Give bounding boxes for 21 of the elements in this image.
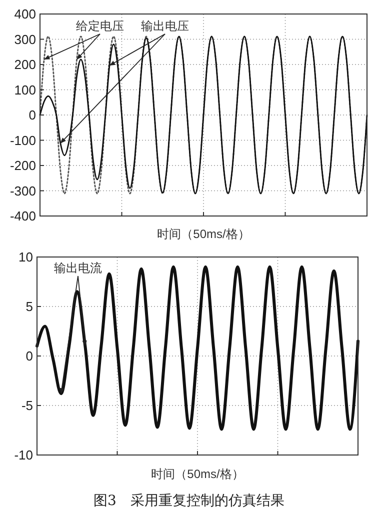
y-tick-label: -400	[10, 208, 36, 224]
y-tick-label: 5	[26, 299, 33, 314]
y-tick-label: 0	[26, 348, 33, 364]
y-tick-label: -100	[10, 132, 36, 148]
series-label: 输出电压	[141, 19, 189, 33]
y-tick-label: -5	[21, 398, 33, 414]
series-label: 输出电流	[54, 261, 102, 275]
y-tick-label: -300	[10, 183, 36, 198]
y-tick-label: -200	[10, 158, 36, 174]
caption: 图3 采用重复控制的仿真结果	[94, 493, 284, 509]
line-series	[39, 36, 368, 194]
x-axis-title: 时间（50ms/格）	[151, 467, 244, 481]
y-tick-label: 400	[14, 6, 36, 22]
y-tick-label: 300	[14, 32, 36, 47]
y-tick-label: 100	[14, 82, 36, 98]
y-tick-label: 0	[28, 108, 36, 123]
y-tick-label: 200	[14, 57, 36, 72]
x-axis-title: 时间（50ms/格）	[157, 227, 250, 241]
y-tick-label: -10	[14, 448, 33, 463]
series-label: 给定电压	[76, 19, 124, 33]
y-tick-label: 10	[18, 250, 33, 265]
